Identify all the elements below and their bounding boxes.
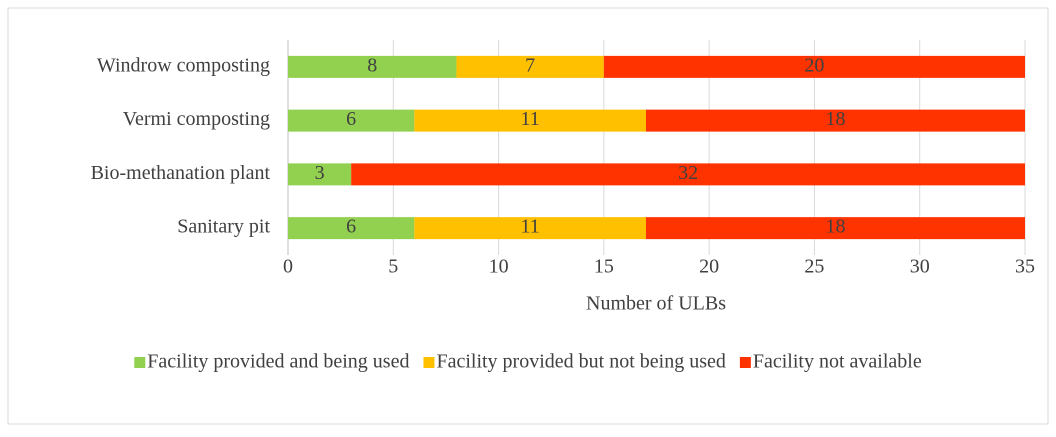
x-tick-label: 30	[910, 256, 930, 278]
bar-segment	[645, 109, 1025, 132]
legend-swatch	[134, 357, 146, 368]
bar-segment	[288, 55, 457, 78]
x-tick-label: 15	[594, 256, 614, 278]
x-tick-label: 5	[388, 256, 398, 278]
x-tick-label: 25	[804, 256, 824, 278]
data-label: 18	[825, 108, 845, 130]
y-tick-label: Windrow composting	[97, 54, 270, 76]
data-label: 6	[346, 216, 356, 238]
data-label: 8	[367, 54, 377, 76]
bar-segment	[414, 109, 646, 132]
legend-swatch	[423, 357, 435, 368]
bar-segment	[288, 217, 415, 240]
y-tick-label: Bio-methanation plant	[91, 162, 271, 184]
bar-segment	[645, 217, 1025, 240]
x-tick-label: 0	[283, 256, 293, 278]
bar-segment	[288, 109, 415, 132]
bar-segment	[456, 55, 604, 78]
data-label: 32	[678, 162, 698, 184]
data-label: 6	[346, 108, 356, 130]
legend-swatch	[739, 357, 751, 368]
bar-segment	[603, 55, 1025, 78]
bar-segment	[414, 217, 646, 240]
legend-label: Facility not available	[753, 351, 922, 373]
legend-label: Facility provided but not being used	[436, 351, 725, 373]
x-axis-title: Number of ULBs	[586, 293, 726, 315]
x-tick-label: 10	[489, 256, 509, 278]
data-label: 7	[525, 54, 535, 76]
data-label: 3	[315, 162, 325, 184]
bar-segment	[288, 163, 352, 186]
y-tick-label: Vermi composting	[123, 108, 270, 130]
data-label: 18	[825, 216, 845, 238]
data-label: 20	[804, 54, 824, 76]
bar-segment	[351, 163, 1026, 186]
data-label: 11	[521, 108, 540, 130]
data-label: 11	[521, 216, 540, 238]
x-tick-label: 20	[699, 256, 719, 278]
x-tick-label: 35	[1015, 256, 1035, 278]
y-tick-label: Sanitary pit	[177, 216, 270, 238]
legend-label: Facility provided and being used	[147, 351, 409, 373]
